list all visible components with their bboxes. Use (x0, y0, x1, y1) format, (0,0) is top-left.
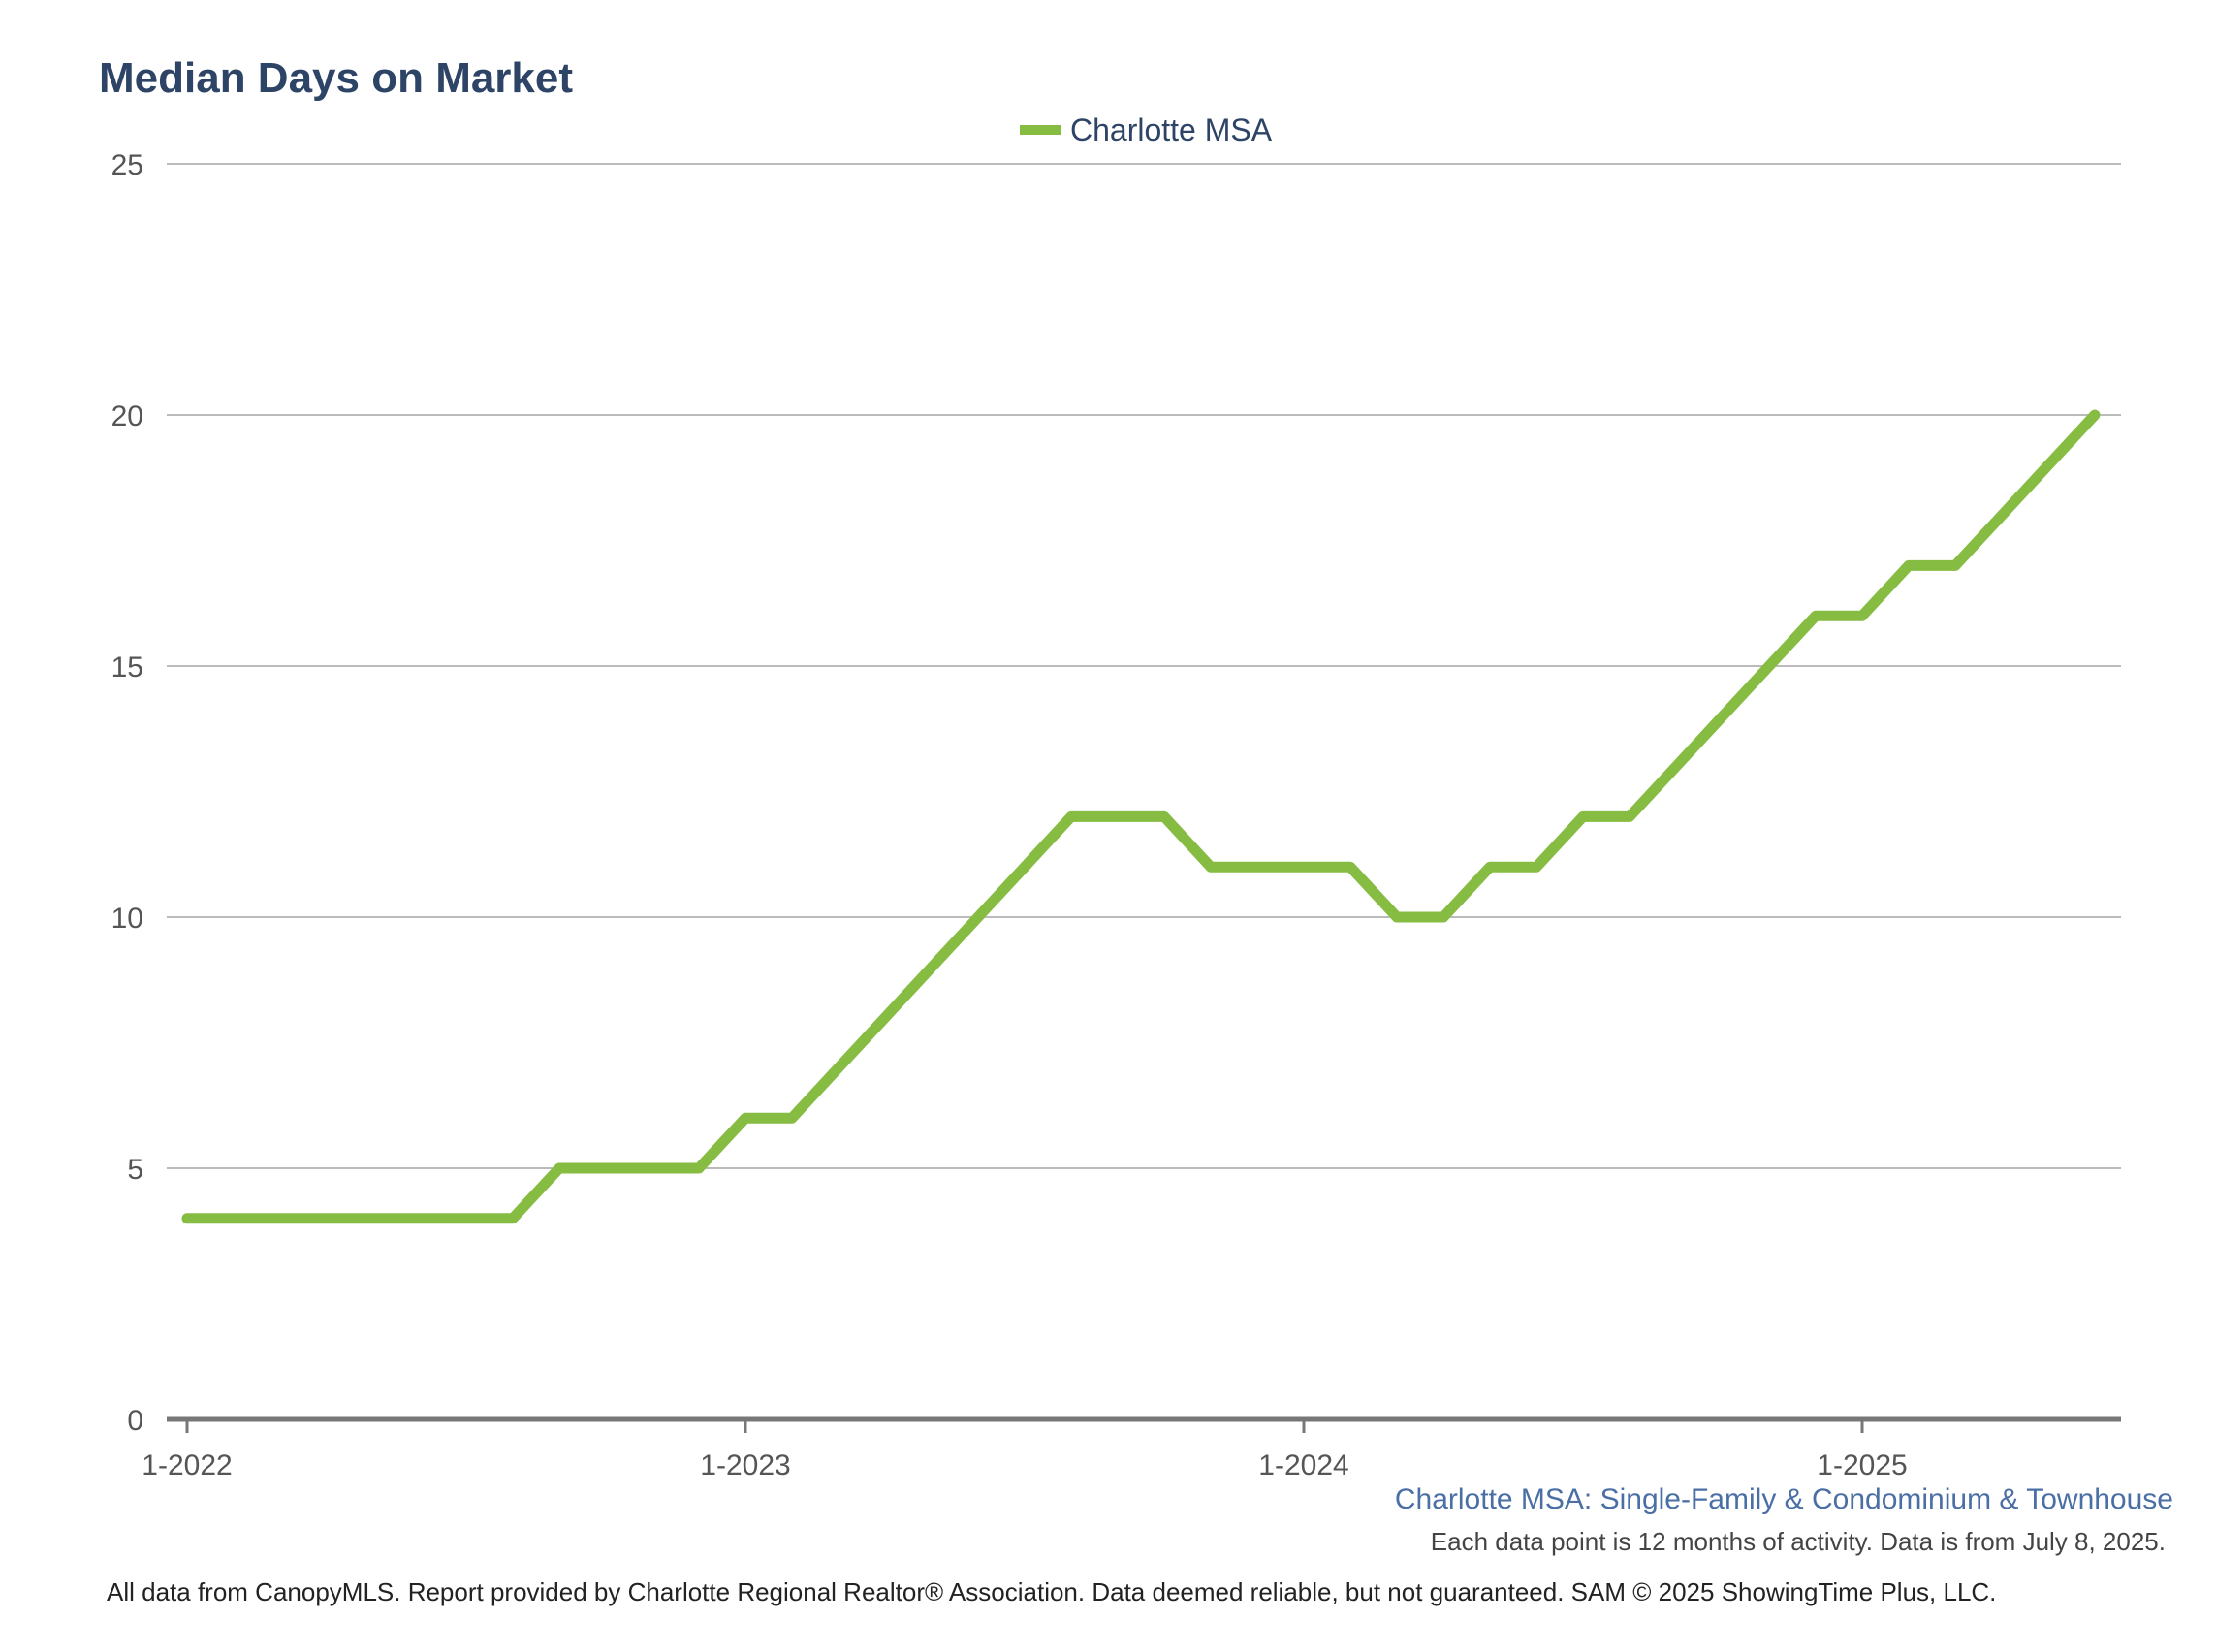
x-tick-label: 1-2024 (1258, 1449, 1348, 1481)
x-axis: 1-2022 1-2023 1-2024 1-2025 (142, 1416, 2121, 1481)
gridlines (167, 163, 2121, 1169)
y-tick-label: 25 (111, 149, 143, 181)
y-tick-label: 10 (111, 903, 143, 935)
legend: Charlotte MSA (1020, 112, 1273, 147)
x-tick-label: 1-2022 (142, 1449, 232, 1481)
x-tick-label: 1-2023 (700, 1449, 790, 1481)
x-tick-label: 1-2025 (1817, 1449, 1907, 1481)
y-tick-label: 15 (111, 651, 143, 683)
legend-swatch (1020, 125, 1061, 135)
footer-credits: All data from CanopyMLS. Report provided… (107, 1577, 1996, 1606)
y-tick-label: 0 (127, 1405, 143, 1437)
chart-title: Median Days on Market (99, 54, 573, 102)
y-tick-label: 5 (127, 1154, 143, 1186)
chart-subtitle: Charlotte MSA: Single-Family & Condomini… (1395, 1483, 2173, 1515)
legend-label: Charlotte MSA (1070, 112, 1273, 147)
series-layer (181, 409, 2101, 1224)
data-note: Each data point is 12 months of activity… (1431, 1527, 2166, 1556)
y-tick-label: 20 (111, 400, 143, 432)
y-axis-ticks: 0 5 10 15 20 25 (111, 149, 143, 1437)
series-line (181, 409, 2101, 1224)
